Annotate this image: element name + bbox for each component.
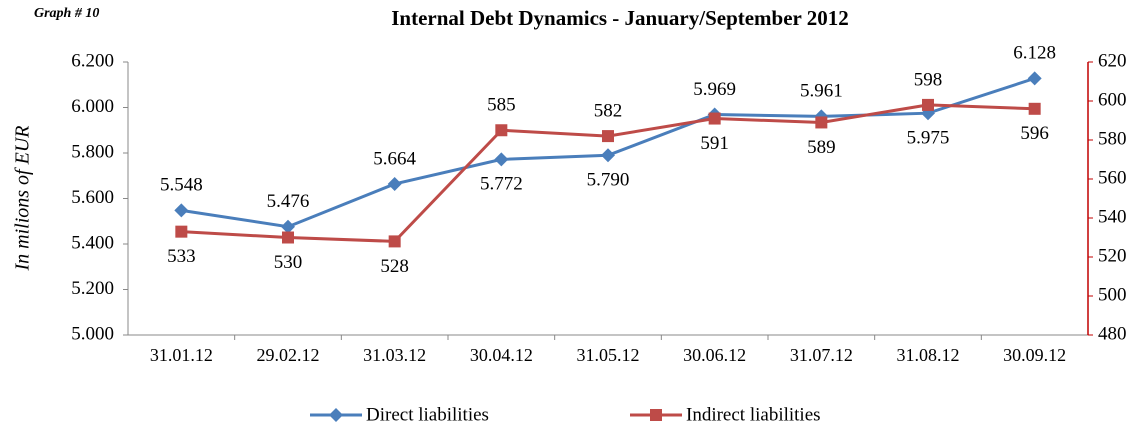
data-label: 528 xyxy=(380,256,409,277)
data-point xyxy=(1027,71,1042,86)
y2-tick-label: 600 xyxy=(1098,89,1127,110)
data-label: 589 xyxy=(807,137,836,158)
data-label: 5.772 xyxy=(480,174,523,195)
x-tick-label: 30.04.12 xyxy=(470,345,533,365)
data-point xyxy=(175,225,188,238)
data-point xyxy=(601,148,615,163)
x-tick-label: 31.01.12 xyxy=(150,345,213,365)
data-label: 5.961 xyxy=(800,81,843,102)
data-label: 585 xyxy=(487,95,516,116)
data-point xyxy=(602,130,614,143)
y-tick-label: 5.000 xyxy=(71,323,114,344)
x-tick-label: 31.05.12 xyxy=(577,345,640,365)
x-tick-label: 31.07.12 xyxy=(790,345,853,365)
data-point xyxy=(387,176,402,191)
data-point xyxy=(922,98,934,111)
legend-label: Direct liabilities xyxy=(366,404,489,425)
data-point xyxy=(281,219,295,234)
data-point xyxy=(174,203,189,218)
data-point xyxy=(388,235,401,248)
data-label: 5.790 xyxy=(587,170,630,191)
y-tick-label: 5.400 xyxy=(71,232,114,253)
y2-tick-label: 480 xyxy=(1098,323,1127,344)
data-point xyxy=(708,112,721,125)
data-label: 533 xyxy=(167,246,196,267)
data-point xyxy=(1028,102,1041,115)
data-label: 598 xyxy=(914,69,943,90)
data-label: 591 xyxy=(700,133,729,154)
graph-number: Graph # 10 xyxy=(34,6,99,21)
data-point xyxy=(282,231,294,244)
data-label: 5.969 xyxy=(693,79,736,100)
data-label: 5.664 xyxy=(373,148,416,169)
y-tick-label: 5.200 xyxy=(71,278,114,299)
y2-tick-label: 500 xyxy=(1098,284,1127,305)
x-tick-label: 31.03.12 xyxy=(363,345,426,365)
chart-title: Internal Debt Dynamics - January/Septemb… xyxy=(391,6,849,30)
x-tick-label: 30.09.12 xyxy=(1003,345,1066,365)
x-tick-label: 30.06.12 xyxy=(683,345,746,365)
data-point xyxy=(815,116,828,129)
y-tick-label: 5.600 xyxy=(71,187,114,208)
y2-tick-label: 520 xyxy=(1098,245,1127,266)
data-label: 6.128 xyxy=(1013,43,1056,64)
data-point xyxy=(494,152,509,167)
data-label: 5.975 xyxy=(907,128,950,149)
y-tick-label: 6.000 xyxy=(71,96,114,117)
data-label: 530 xyxy=(274,252,303,273)
y2-tick-label: 540 xyxy=(1098,206,1127,227)
data-point xyxy=(495,124,508,137)
data-label: 596 xyxy=(1020,123,1049,144)
y-axis-label: In milions of EUR xyxy=(12,126,34,272)
y2-tick-label: 580 xyxy=(1098,128,1127,149)
x-tick-label: 29.02.12 xyxy=(257,345,320,365)
y2-tick-label: 560 xyxy=(1098,167,1127,188)
y-tick-label: 6.200 xyxy=(71,50,114,71)
data-label: 582 xyxy=(594,100,623,121)
data-label: 5.476 xyxy=(267,191,310,212)
x-tick-label: 31.08.12 xyxy=(897,345,960,365)
legend-marker xyxy=(650,409,662,421)
y-tick-label: 5.800 xyxy=(71,141,114,162)
legend-marker xyxy=(329,408,343,422)
legend-label: Indirect liabilities xyxy=(686,404,821,425)
data-label: 5.548 xyxy=(160,175,203,196)
y2-tick-label: 620 xyxy=(1098,50,1127,71)
